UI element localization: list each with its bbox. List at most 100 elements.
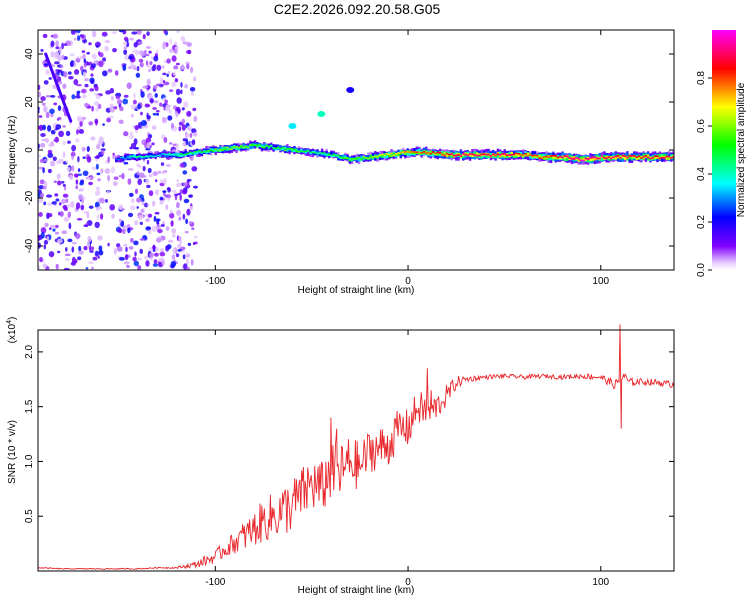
- noise-dot: [43, 180, 48, 188]
- ridge-mark: [427, 151, 430, 154]
- ridge-mark: [642, 156, 645, 160]
- noise-dot: [147, 213, 153, 218]
- ridge-mark: [603, 157, 606, 159]
- noise-dot: [186, 125, 193, 131]
- ridge-mark: [230, 148, 234, 150]
- noise-dot: [167, 115, 173, 121]
- ridge-mark: [496, 153, 500, 156]
- ridge-mark: [499, 154, 502, 156]
- ridge-mark: [515, 152, 518, 155]
- noise-dot: [166, 73, 169, 77]
- x-tick-label: -100: [205, 577, 225, 588]
- ridge-mark: [408, 151, 412, 156]
- ridge-mark: [196, 150, 199, 153]
- ridge-mark: [367, 157, 370, 159]
- noise-dot: [145, 178, 150, 184]
- noise-dot: [107, 242, 110, 247]
- noise-dot: [42, 102, 46, 106]
- ridge-mark: [212, 150, 215, 152]
- noise-dot: [38, 91, 41, 98]
- noise-dot: [113, 176, 119, 180]
- ridge-mark: [230, 145, 234, 149]
- ridge-mark: [226, 146, 229, 149]
- noise-dot: [42, 33, 48, 39]
- ridge-mark: [559, 155, 562, 158]
- spectrogram-y-axis: -40 -20 0 20 40: [24, 48, 674, 253]
- noise-dot: [153, 259, 158, 264]
- ridge-mark: [623, 155, 627, 157]
- snr-x-axis-label: Height of straight line (km): [298, 585, 415, 596]
- noise-dot: [113, 248, 117, 255]
- ridge-mark: [607, 156, 611, 159]
- noise-dot: [88, 205, 94, 209]
- ridge-mark: [542, 155, 546, 158]
- ridge-mark: [119, 156, 123, 159]
- ridge-mark: [556, 156, 560, 159]
- noise-dot: [173, 71, 176, 76]
- ridge-mark: [584, 157, 587, 160]
- noise-dot: [168, 142, 173, 145]
- ridge-mark: [175, 153, 178, 158]
- noise-dot: [78, 245, 82, 252]
- noise-dot: [73, 37, 77, 41]
- ridge-mark: [163, 153, 167, 155]
- ridge-mark: [221, 147, 224, 150]
- snr-panel: -100 0 100 0.5 1.0 1.5 2.0 Height of straight…: [6, 317, 675, 596]
- noise-dot: [80, 204, 85, 211]
- ridge-mark: [570, 157, 574, 160]
- noise-dot: [71, 241, 78, 245]
- ridge-mark: [212, 148, 215, 152]
- noise-dot: [61, 230, 68, 235]
- noise-dot: [61, 198, 66, 204]
- ridge-mark: [314, 152, 317, 154]
- ridge-mark: [237, 146, 241, 149]
- ridge-mark: [270, 145, 273, 147]
- noise-dot: [193, 235, 198, 239]
- noise-dot: [64, 258, 71, 261]
- ridge-mark: [207, 150, 210, 153]
- noise-dot: [61, 42, 64, 50]
- ridge-mark: [166, 153, 169, 156]
- noise-dot: [81, 50, 86, 53]
- y-tick-label: 1.5: [24, 399, 35, 413]
- ridge-mark: [540, 157, 543, 159]
- noise-dot: [81, 34, 85, 38]
- noise-dot: [175, 62, 180, 66]
- noise-dot: [112, 181, 118, 187]
- noise-dot: [140, 111, 143, 116]
- noise-dot: [118, 204, 123, 210]
- ridge-mark: [281, 146, 284, 149]
- noise-dot: [152, 84, 158, 90]
- ridge-mark: [198, 150, 201, 152]
- noise-dot: [134, 125, 139, 131]
- noise-dot: [191, 91, 194, 96]
- noise-dot: [161, 259, 165, 266]
- noise-dot: [123, 131, 129, 137]
- ridge-mark: [473, 154, 476, 156]
- ridge-mark: [656, 155, 659, 159]
- ridge-mark: [156, 154, 160, 157]
- noise-dot: [152, 107, 157, 110]
- ridge-mark: [519, 153, 523, 156]
- noise-dot: [50, 160, 56, 167]
- ridge-mark: [554, 155, 557, 157]
- noise-dot: [38, 212, 43, 217]
- noise-dot: [163, 81, 170, 86]
- ridge-mark: [323, 153, 326, 156]
- ridge-mark: [383, 153, 386, 156]
- ridge-mark: [256, 144, 259, 146]
- noise-dot: [169, 48, 174, 54]
- noise-dot: [110, 95, 114, 101]
- ridge-mark: [413, 148, 416, 155]
- noise-dot: [88, 121, 94, 126]
- noise-dot: [137, 257, 142, 261]
- noise-dot: [84, 83, 89, 88]
- ridge-mark: [438, 152, 442, 154]
- noise-dot: [91, 266, 94, 270]
- ridge-mark: [124, 158, 127, 160]
- noise-dot: [127, 227, 131, 234]
- noise-dot: [49, 225, 56, 228]
- ridge-mark: [478, 153, 481, 157]
- noise-dot: [181, 124, 186, 131]
- ridge-mark: [369, 154, 372, 158]
